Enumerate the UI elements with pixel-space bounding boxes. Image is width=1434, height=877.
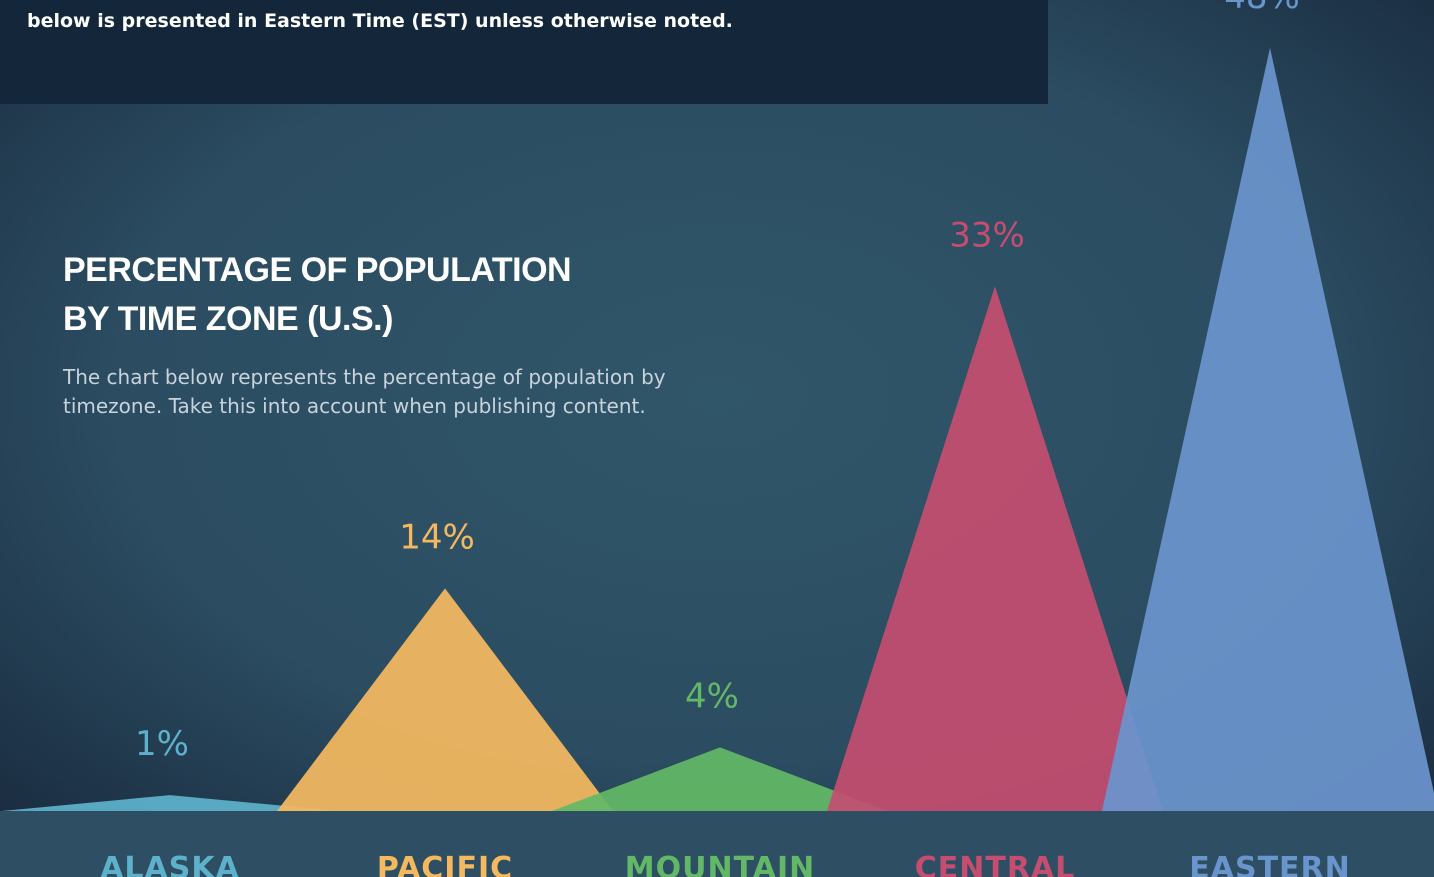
triangle <box>277 588 613 811</box>
triangle <box>2 795 338 811</box>
value-label: 4% <box>685 676 739 716</box>
top-banner <box>0 0 1048 104</box>
category-label: MOUNTAIN <box>625 851 815 877</box>
value-label: 33% <box>949 215 1025 255</box>
triangle <box>827 286 1163 811</box>
plot <box>2 47 1434 811</box>
category-label: ALASKA <box>100 851 240 877</box>
chart-title: BY TIME ZONE (U.S.) <box>63 300 393 338</box>
chart-subtitle: timezone. Take this into account when pu… <box>63 394 646 418</box>
triangle <box>552 747 888 811</box>
category-label: EASTERN <box>1189 851 1350 877</box>
category-label: CENTRAL <box>915 851 1076 877</box>
value-label: 14% <box>399 517 475 557</box>
category-label: PACIFIC <box>377 851 513 877</box>
triangle <box>1102 47 1434 811</box>
banner-note: below is presented in Eastern Time (EST)… <box>27 10 733 32</box>
value-label: 1% <box>135 724 189 764</box>
category-band <box>0 811 1434 877</box>
chart-title: PERCENTAGE OF POPULATION <box>63 251 571 289</box>
chart-subtitle: The chart below represents the percentag… <box>62 365 666 389</box>
value-label: 48% <box>1224 0 1300 17</box>
